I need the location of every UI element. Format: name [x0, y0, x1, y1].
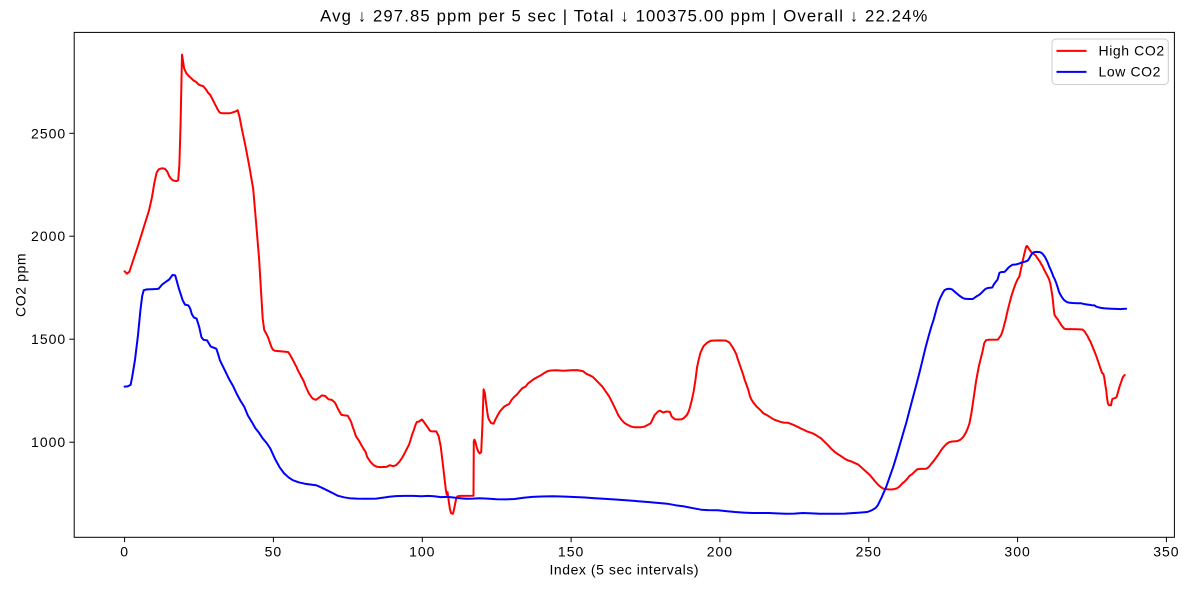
svg-text:Avg ↓ 297.85 ppm per 5 sec | T: Avg ↓ 297.85 ppm per 5 sec | Total ↓ 100…: [320, 7, 928, 26]
svg-text:1500: 1500: [31, 331, 66, 347]
svg-text:100: 100: [409, 544, 435, 560]
svg-text:Index (5 sec intervals): Index (5 sec intervals): [549, 562, 699, 578]
svg-text:0: 0: [120, 544, 129, 560]
svg-text:2500: 2500: [31, 125, 66, 141]
svg-text:2000: 2000: [31, 228, 66, 244]
svg-text:300: 300: [1004, 544, 1030, 560]
svg-text:Low CO2: Low CO2: [1099, 63, 1162, 79]
svg-text:200: 200: [707, 544, 733, 560]
svg-text:150: 150: [558, 544, 584, 560]
svg-text:50: 50: [265, 544, 283, 560]
svg-text:1000: 1000: [31, 434, 66, 450]
svg-text:250: 250: [856, 544, 882, 560]
svg-text:CO2 ppm: CO2 ppm: [13, 253, 29, 317]
svg-text:High CO2: High CO2: [1099, 42, 1165, 58]
svg-text:350: 350: [1153, 544, 1179, 560]
